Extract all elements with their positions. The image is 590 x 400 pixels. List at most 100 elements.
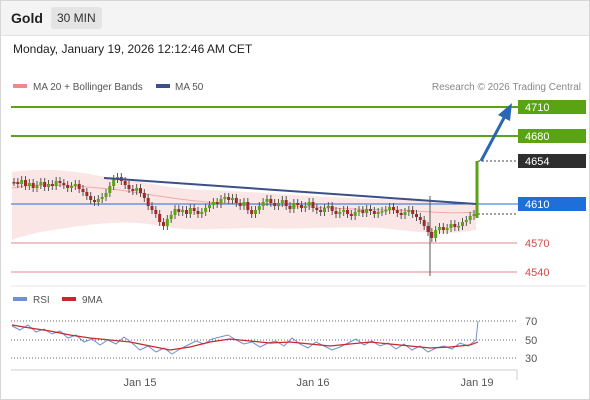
- candle-body: [208, 205, 211, 208]
- candle-body: [261, 202, 265, 206]
- candle-body: [399, 213, 403, 215]
- rsi-tick-50: 50: [525, 335, 537, 347]
- candle-body: [127, 185, 131, 189]
- candle-body: [93, 200, 96, 202]
- x-tick-jan16: Jan 16: [296, 377, 329, 389]
- candle-body: [177, 209, 181, 212]
- candle-body: [457, 226, 461, 228]
- candle-body: [300, 205, 303, 208]
- candle-body: [257, 206, 261, 210]
- candle-body: [357, 210, 361, 212]
- candle-body: [35, 185, 39, 188]
- candle-body: [353, 212, 357, 216]
- candle-body: [204, 208, 208, 212]
- candle-body: [47, 184, 50, 187]
- candle-body: [58, 181, 62, 183]
- candle-body: [54, 181, 58, 186]
- candle-body: [43, 182, 47, 187]
- r2-label: 4710: [525, 102, 549, 114]
- candle-body: [100, 197, 104, 199]
- candle-body: [77, 184, 81, 189]
- candle-body: [108, 186, 112, 193]
- candle-body: [384, 210, 388, 212]
- candle-body: [200, 212, 204, 214]
- candle-body: [146, 198, 150, 206]
- candle-body: [85, 192, 89, 196]
- copyright-text: Research © 2026 Trading Central: [432, 82, 581, 93]
- candle-body: [188, 208, 192, 214]
- candle-body: [246, 202, 250, 210]
- candle-body: [20, 180, 24, 184]
- candle-body: [280, 200, 284, 203]
- candle-body: [445, 228, 449, 230]
- candle-body: [89, 196, 93, 200]
- candle-body: [24, 180, 27, 186]
- candle-body: [250, 210, 254, 214]
- candle-body: [185, 210, 188, 214]
- candle-body: [215, 202, 219, 204]
- up-arrow-icon: [498, 103, 512, 121]
- r1-label: 4680: [525, 131, 549, 143]
- candle-body: [453, 224, 457, 227]
- candle-body: [392, 207, 395, 210]
- candle-body: [12, 182, 16, 184]
- candle-body: [181, 210, 185, 212]
- candle-body: [326, 206, 330, 208]
- candle-body: [238, 203, 242, 206]
- candle-body: [31, 183, 35, 188]
- candle-body: [369, 209, 372, 211]
- candle-body: [142, 193, 146, 198]
- candle-body: [70, 186, 73, 188]
- candle-body: [211, 202, 215, 205]
- candle-body: [411, 210, 415, 214]
- candle-body: [139, 188, 142, 193]
- candle-body: [334, 211, 338, 214]
- timeframe-button[interactable]: 30 MIN: [51, 7, 102, 29]
- pivot-label-box: [518, 197, 586, 211]
- candle-body: [219, 199, 223, 204]
- last-price-label: 4654: [525, 156, 549, 168]
- candle-body: [311, 202, 315, 208]
- candle-body: [162, 222, 165, 226]
- candle-body: [323, 208, 326, 212]
- candle-body: [372, 211, 376, 214]
- candlestick-series: [12, 161, 479, 276]
- bb-legend-label: MA 20 + Bollinger Bands: [33, 82, 143, 93]
- r1-label-box: [518, 129, 586, 143]
- candle-body: [154, 210, 158, 214]
- candle-body: [135, 188, 139, 191]
- candle-body: [96, 199, 100, 202]
- candle-body: [441, 227, 445, 230]
- x-tick-jan19: Jan 19: [460, 377, 493, 389]
- candle-body: [380, 211, 384, 213]
- candle-body: [196, 211, 200, 214]
- x-tick-jan15: Jan 15: [123, 377, 156, 389]
- candle-body: [307, 202, 311, 206]
- candle-body: [27, 183, 31, 186]
- candle-body: [407, 210, 411, 212]
- candle-body: [192, 208, 196, 211]
- candle-body: [81, 189, 85, 192]
- candle-body: [319, 210, 323, 212]
- candle-body: [123, 181, 127, 185]
- pivot-label: 4610: [525, 199, 549, 211]
- candle-body: [112, 179, 116, 186]
- candle-body: [39, 182, 43, 185]
- ma50-legend-label: MA 50: [175, 82, 204, 93]
- candle-breakout: [475, 161, 479, 218]
- rsi-legend-swatch: [13, 297, 27, 301]
- candle-body: [449, 224, 453, 228]
- candle-body: [273, 203, 277, 206]
- candle-body: [346, 210, 349, 214]
- candle-body: [173, 209, 177, 215]
- candle-body: [303, 206, 307, 208]
- candle-body: [150, 206, 154, 210]
- candle-body: [50, 184, 54, 186]
- ma50-legend-swatch: [156, 84, 170, 88]
- candle-body: [165, 219, 169, 226]
- candle-body: [376, 212, 380, 214]
- rsi-legend-label: RSI: [33, 295, 50, 306]
- candle-body: [464, 220, 468, 222]
- rsi-ma-legend-label: 9MA: [82, 295, 103, 306]
